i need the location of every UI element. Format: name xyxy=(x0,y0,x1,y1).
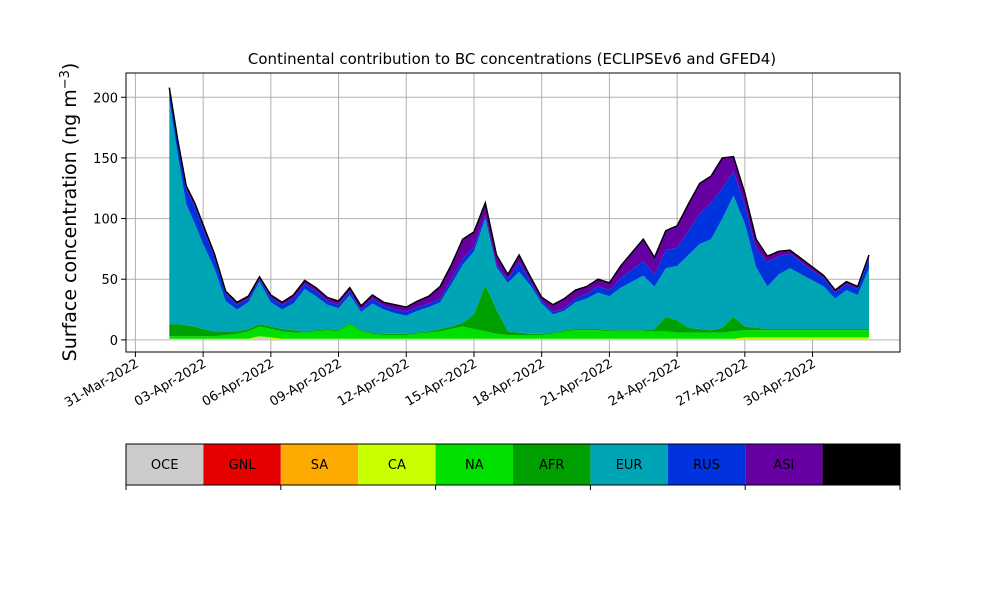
y-axis-label: Surface concentration (ng m−3) xyxy=(58,63,81,362)
legend-frame xyxy=(125,443,901,486)
x-tick-label: 30-Apr-2022 xyxy=(741,356,818,409)
total-line xyxy=(168,87,870,308)
area-ca xyxy=(169,336,870,340)
color-legend: OCE GNL SA CA NA AFR EUR RUS ASI AUS xyxy=(125,443,901,490)
x-tick-label: 18-Apr-2022 xyxy=(471,356,548,409)
legend-swatch-rus xyxy=(667,444,746,485)
y-tick-label: 50 xyxy=(101,273,118,288)
x-tick-label: 31-Mar-2022 xyxy=(62,356,141,410)
legend-swatch-na xyxy=(435,444,513,485)
chart-title: Continental contribution to BC concentra… xyxy=(248,50,776,68)
plot-area: 0 50 100 150 200 31-Mar-202203-Apr-202206-Ap… xyxy=(62,72,901,411)
legend-label-aus: AUS xyxy=(848,458,875,473)
legend-label-rus: RUS xyxy=(693,458,720,473)
x-tick-label: 12-Apr-2022 xyxy=(335,356,412,409)
y-tick-label: 150 xyxy=(93,152,118,167)
area-rus xyxy=(169,90,870,316)
legend-label-na: NA xyxy=(465,458,484,473)
x-tick-label: 09-Apr-2022 xyxy=(267,356,344,409)
y-tick-label: 0 xyxy=(110,334,118,349)
legend-swatch-ca xyxy=(358,444,436,485)
legend-swatch-asi xyxy=(745,444,823,485)
plot-frame xyxy=(125,72,901,353)
x-tick-label: 21-Apr-2022 xyxy=(538,356,615,409)
area-afr xyxy=(169,285,870,337)
area-eur xyxy=(169,99,870,334)
legend-swatch-gnl xyxy=(203,444,281,485)
x-tick-label: 03-Apr-2022 xyxy=(132,356,209,409)
x-tick-label: 24-Apr-2022 xyxy=(606,356,683,409)
x-tick-label: 06-Apr-2022 xyxy=(200,356,277,409)
legend-label-asi: ASI xyxy=(773,458,794,473)
stacked-areas xyxy=(168,87,870,340)
x-tick-label: 15-Apr-2022 xyxy=(403,356,480,409)
legend-label-gnl: GNL xyxy=(229,458,257,473)
legend-label-ca: CA xyxy=(388,458,406,473)
legend-label-afr: AFR xyxy=(539,458,564,473)
legend-swatch-aus xyxy=(822,444,900,485)
y-tick-label: 200 xyxy=(93,91,118,106)
legend-swatch-oce xyxy=(126,444,204,485)
legend-swatch-eur xyxy=(590,444,668,485)
legend-label-eur: EUR xyxy=(616,458,643,473)
area-na xyxy=(169,324,870,339)
legend-label-sa: SA xyxy=(311,458,328,473)
x-axis-ticks: 31-Mar-202203-Apr-202206-Apr-202209-Apr-… xyxy=(62,352,819,411)
legend-swatch-afr xyxy=(513,444,591,485)
y-axis-ticks: 0 50 100 150 200 xyxy=(93,91,126,349)
legend-swatch-sa xyxy=(280,444,359,485)
y-tick-label: 100 xyxy=(93,213,118,228)
legend-label-oce: OCE xyxy=(151,458,179,473)
x-tick-label: 27-Apr-2022 xyxy=(674,356,751,409)
